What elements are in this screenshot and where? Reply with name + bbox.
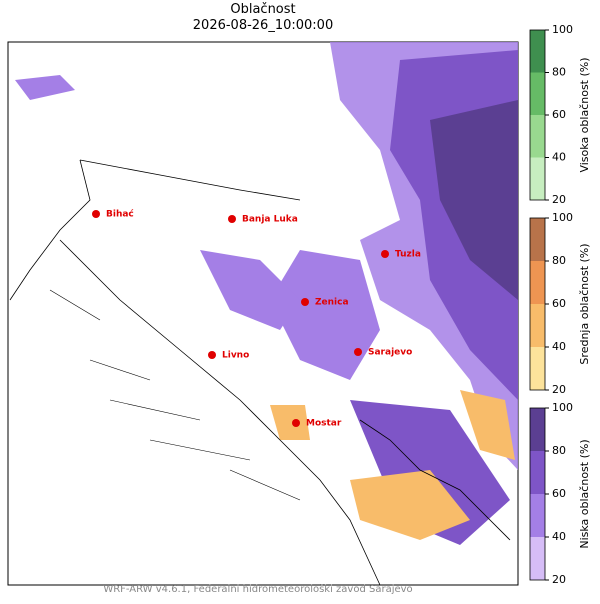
colorbar-band — [530, 261, 545, 304]
colorbar-tick-label: 60 — [552, 108, 566, 121]
colorbar-band — [530, 408, 545, 451]
colorbar-band — [530, 537, 545, 580]
colorbar-band — [530, 347, 545, 390]
city-label: Banja Luka — [242, 215, 298, 225]
city-marker — [228, 215, 236, 223]
colorbar-band — [530, 218, 545, 261]
colorbar-tick-label: 100 — [552, 401, 573, 414]
subtitle: 2026-08-26_10:00:00 — [193, 18, 333, 33]
colorbar-band — [530, 304, 545, 347]
footer: WRF-ARW v4.6.1, Federalni hidrometeorolo… — [103, 583, 412, 595]
city-marker — [301, 298, 309, 306]
city-label: Livno — [222, 351, 249, 361]
colorbar-band — [530, 30, 545, 73]
colorbar-label: Visoka oblačnost (%) — [578, 57, 591, 172]
title: Oblačnost — [230, 2, 295, 17]
colorbar-band — [530, 115, 545, 158]
city-marker — [381, 250, 389, 258]
city-label: Tuzla — [395, 250, 421, 260]
colorbar-tick-label: 40 — [552, 340, 566, 353]
city-label: Zenica — [315, 298, 349, 308]
map-area — [7, 41, 519, 586]
city-label: Sarajevo — [368, 348, 412, 358]
city-marker — [92, 210, 100, 218]
colorbar-tick-label: 40 — [552, 151, 566, 164]
colorbar-tick-label: 60 — [552, 297, 566, 310]
colorbar-tick-label: 100 — [552, 23, 573, 36]
colorbar-band — [530, 157, 545, 200]
colorbar-label: Niska oblačnost (%) — [578, 439, 591, 548]
colorbar-tick-label: 20 — [552, 193, 566, 206]
colorbar-label: Srednja oblačnost (%) — [578, 243, 591, 364]
colorbar-tick-label: 80 — [552, 66, 566, 79]
colorbar-band — [530, 451, 545, 494]
city-label: Mostar — [306, 419, 342, 429]
colorbar-tick-label: 100 — [552, 211, 573, 224]
colorbar-tick-label: 40 — [552, 530, 566, 543]
colorbar-band — [530, 72, 545, 115]
colorbar-tick-label: 20 — [552, 383, 566, 396]
city-marker — [208, 351, 216, 359]
colorbar-tick-label: 80 — [552, 254, 566, 267]
colorbar-tick-label: 80 — [552, 444, 566, 457]
colorbar-tick-label: 20 — [552, 573, 566, 586]
colorbar-tick-label: 60 — [552, 487, 566, 500]
colorbar-band — [530, 494, 545, 537]
city-marker — [354, 348, 362, 356]
city-marker — [292, 419, 300, 427]
city-label: Bihać — [106, 209, 134, 220]
